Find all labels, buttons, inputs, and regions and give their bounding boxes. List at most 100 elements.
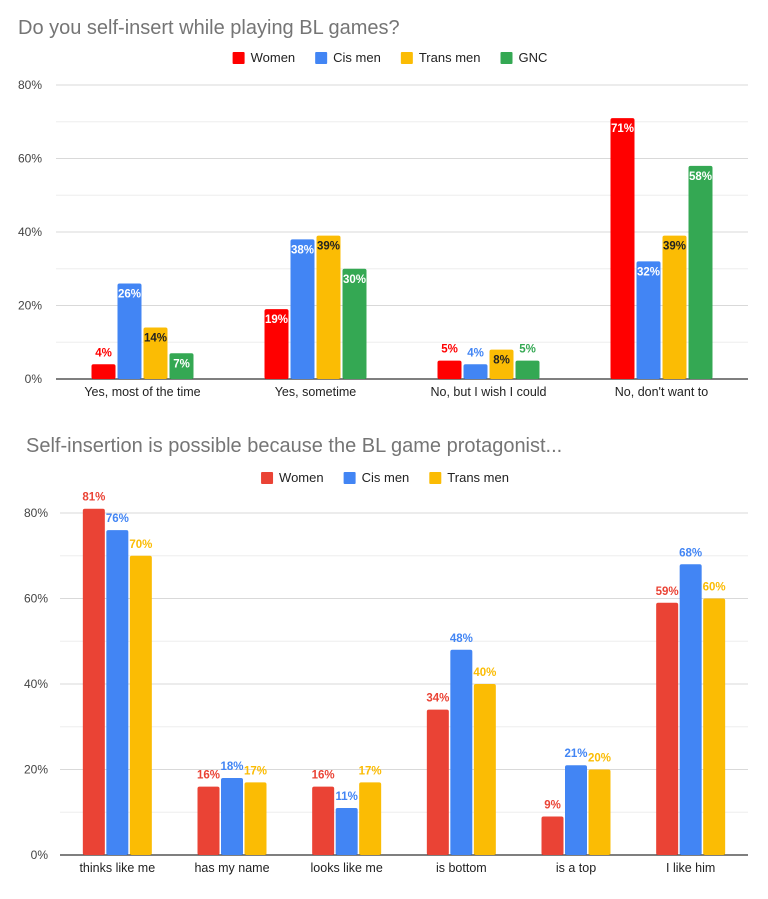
- data-label: 20%: [588, 753, 611, 765]
- y-tick-label: 80%: [24, 506, 48, 520]
- y-axis-ticks: 0% 20% 40% 60% 80%: [24, 506, 48, 862]
- bar-women: [91, 364, 116, 379]
- bar-cis-men: [106, 530, 129, 855]
- data-label: 4%: [467, 347, 484, 359]
- category-label: looks like me: [311, 861, 383, 875]
- data-label: 5%: [441, 344, 458, 356]
- data-label: 60%: [703, 582, 726, 594]
- bar-cis-men: [117, 283, 142, 379]
- bar-gnc: [169, 353, 194, 379]
- bar-trans-men: [588, 769, 611, 855]
- legend-swatch-trans-men: [429, 472, 442, 484]
- bar-cis-men: [679, 564, 702, 855]
- x-axis-categories: thinks like me has my name looks like me is…: [79, 861, 715, 875]
- legend-label-women: Women: [279, 470, 324, 485]
- data-label: 70%: [129, 539, 152, 551]
- data-label: 16%: [197, 770, 220, 782]
- x-axis-categories: Yes, most of the time Yes, sometime No, bu…: [84, 385, 708, 399]
- data-label: 26%: [118, 288, 141, 300]
- data-label: 17%: [244, 765, 267, 777]
- legend: Women Cis men Trans men: [261, 470, 509, 485]
- bar-women: [541, 816, 564, 855]
- y-tick-label: 60%: [24, 592, 48, 606]
- bar-cis-men: [450, 649, 473, 855]
- bar-women: [197, 786, 220, 855]
- data-label: 21%: [564, 748, 587, 760]
- bar-trans-men: [143, 327, 168, 379]
- legend-swatch-women: [232, 52, 245, 64]
- bar-cis-men: [565, 765, 587, 855]
- data-label: 40%: [473, 667, 496, 679]
- bar-women: [610, 118, 635, 379]
- gridlines: [56, 84, 748, 380]
- data-label: 48%: [450, 633, 473, 645]
- legend-label-trans-men: Trans men: [447, 470, 509, 485]
- data-label: 5%: [519, 344, 536, 356]
- legend-label-gnc: GNC: [519, 50, 548, 65]
- bars: [91, 118, 713, 379]
- category-label: has my name: [194, 861, 269, 875]
- y-tick-label: 20%: [18, 299, 42, 313]
- data-label: 11%: [335, 791, 357, 803]
- data-label: 16%: [312, 770, 335, 782]
- legend-swatch-cis-men: [343, 472, 356, 484]
- data-label: 71%: [611, 123, 634, 135]
- gridlines: [60, 512, 748, 856]
- bar-women: [264, 309, 289, 379]
- data-label: 58%: [689, 171, 712, 183]
- y-tick-label: 40%: [18, 225, 42, 239]
- y-axis-ticks: 0% 20% 40% 60% 80%: [18, 78, 42, 386]
- bar-trans-men: [359, 782, 382, 855]
- bar-trans-men: [662, 235, 687, 379]
- y-tick-label: 40%: [24, 677, 48, 691]
- y-tick-label: 60%: [18, 152, 42, 166]
- bar-trans-men: [703, 598, 726, 855]
- legend-label-cis-men: Cis men: [362, 470, 410, 485]
- category-label: I like him: [666, 861, 715, 875]
- data-label: 14%: [144, 333, 167, 345]
- data-label: 9%: [544, 800, 561, 812]
- data-label: 19%: [265, 314, 288, 326]
- data-label: 76%: [106, 513, 129, 525]
- legend-label-women: Women: [251, 50, 296, 65]
- bar-trans-men: [244, 782, 267, 855]
- data-label: 39%: [317, 241, 340, 253]
- legend-swatch-cis-men: [315, 52, 328, 64]
- data-labels: 4%26%14%7%19%38% 39%30%5% 4%8%5%71%32%39%5…: [95, 123, 712, 370]
- data-label: 30%: [343, 274, 366, 286]
- category-label: No, but I wish I could: [430, 385, 546, 399]
- bar-trans-men: [316, 235, 341, 379]
- data-labels: 81%76%70%16%18% 17% 16%11%17%34%48%40%9%21…: [82, 492, 725, 812]
- bar-cis-men: [636, 261, 661, 379]
- chart-title: Do you self-insert while playing BL game…: [18, 17, 400, 39]
- chart-self-insertion-reasons: Self-insertion is possible because the B…: [24, 435, 748, 875]
- data-label: 32%: [637, 266, 660, 278]
- data-label: 81%: [82, 492, 105, 504]
- bar-trans-men: [489, 349, 514, 379]
- bar-cis-men: [463, 364, 488, 379]
- data-label: 34%: [426, 693, 449, 705]
- y-tick-label: 0%: [31, 848, 49, 862]
- bar-cis-men: [290, 239, 315, 379]
- legend-swatch-gnc: [500, 52, 513, 64]
- data-label: 39%: [663, 241, 686, 253]
- bar-women: [656, 602, 679, 855]
- data-label: 17%: [359, 765, 382, 777]
- category-label: thinks like me: [79, 861, 155, 875]
- data-label: 68%: [679, 547, 702, 559]
- data-label: 8%: [493, 355, 510, 367]
- legend-label-cis-men: Cis men: [333, 50, 381, 65]
- chart-title: Self-insertion is possible because the B…: [26, 435, 562, 457]
- bar-women: [437, 360, 462, 379]
- category-label: is a top: [556, 861, 596, 875]
- data-label: 38%: [291, 244, 314, 256]
- bar-trans-men: [473, 684, 496, 855]
- legend-swatch-women: [261, 472, 274, 484]
- bar-gnc: [515, 360, 540, 379]
- y-tick-label: 80%: [18, 78, 42, 92]
- bar-women: [312, 786, 335, 855]
- data-label: 18%: [220, 761, 243, 773]
- category-label: Yes, most of the time: [84, 385, 200, 399]
